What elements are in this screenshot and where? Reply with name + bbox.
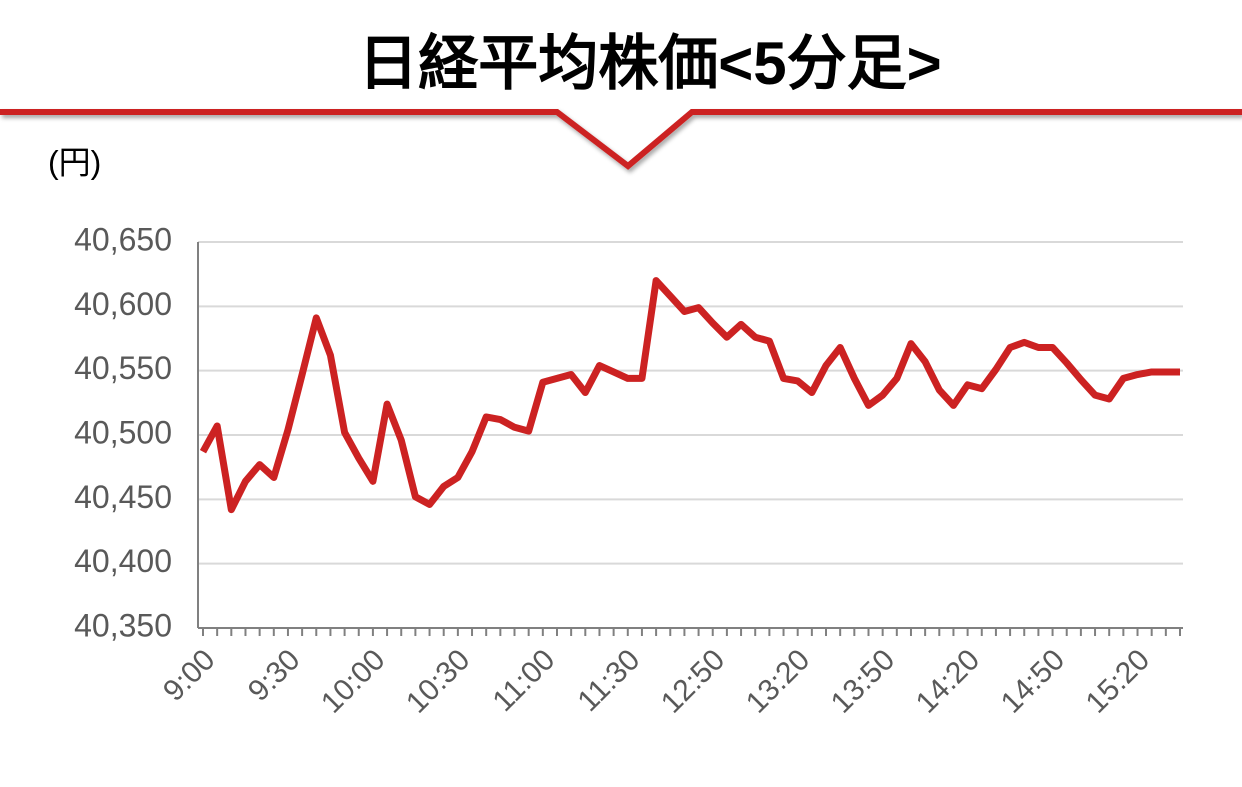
y-tick-label: 40,450: [74, 479, 172, 515]
x-tick-label: 14:20: [910, 643, 986, 719]
x-tick-label: 11:30: [571, 643, 646, 718]
x-tick-label: 10:30: [400, 643, 476, 719]
y-axis-label: (円): [48, 144, 101, 180]
x-tick-label: 15:20: [1080, 643, 1156, 719]
x-tick-label: 13:20: [740, 643, 816, 719]
x-tick-label: 9:30: [242, 643, 307, 708]
chart-title: 日経平均株価<5分足>: [358, 30, 941, 97]
x-tick-label: 10:00: [315, 643, 391, 719]
y-tick-label: 40,600: [74, 286, 172, 322]
y-tick-label: 40,400: [74, 543, 172, 579]
x-tick-label: 13:50: [825, 643, 901, 719]
x-tick-label: 14:50: [995, 643, 1071, 719]
y-tick-label: 40,550: [74, 350, 172, 386]
y-tick-label: 40,500: [74, 414, 172, 450]
x-tick-label: 12:50: [655, 643, 731, 719]
title-banner: [0, 109, 1242, 170]
x-tick-label: 11:00: [487, 643, 562, 718]
x-tick-label: 9:00: [157, 643, 222, 708]
y-tick-label: 40,650: [74, 221, 172, 257]
line: [199, 277, 1180, 514]
y-tick-label: 40,350: [74, 607, 172, 643]
